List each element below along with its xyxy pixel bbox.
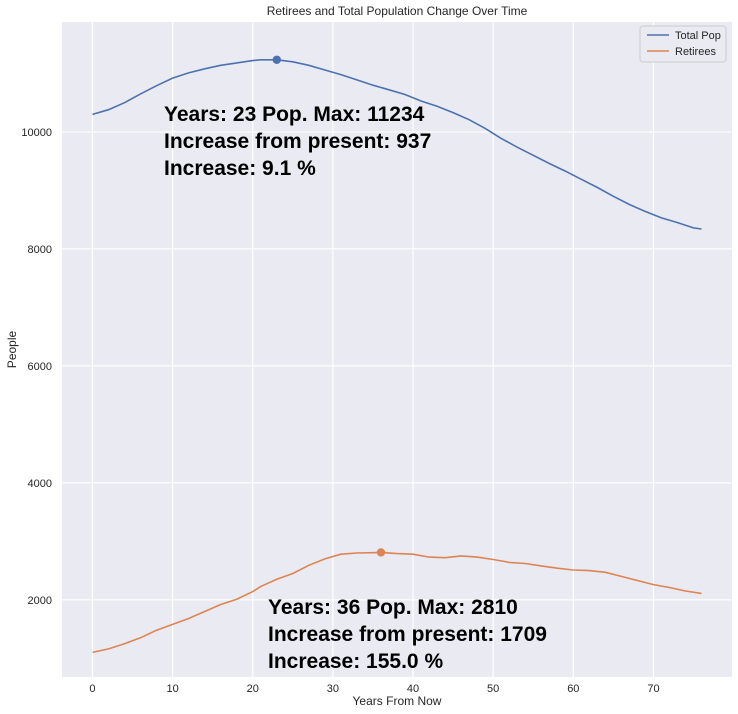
- x-tick-label: 10: [166, 683, 178, 695]
- annotation-line: Years: 23 Pop. Max: 11234: [164, 103, 425, 126]
- annotation-line: Increase from present: 1709: [268, 623, 547, 646]
- legend-label-retirees: Retirees: [675, 46, 716, 58]
- x-tick-label: 20: [247, 683, 259, 695]
- annotation-line: Increase: 9.1 %: [164, 157, 316, 180]
- series-line-total-pop: [92, 59, 702, 230]
- x-tick-label: 50: [487, 683, 499, 695]
- y-tick-label: 2000: [28, 595, 52, 607]
- x-tick-label: 30: [327, 683, 339, 695]
- legend-label-total-pop: Total Pop: [675, 30, 721, 42]
- annotation-total-pop-peak: Years: 23 Pop. Max: 11234 Increase from …: [164, 103, 431, 180]
- y-tick-label: 6000: [28, 361, 52, 373]
- series-line-retirees: [92, 551, 702, 654]
- legend: Total Pop Retirees: [639, 25, 727, 63]
- series-lines: [92, 55, 702, 654]
- axis-ticks: 0 10 20 30 40 50 60 70 2000 4000 6000 8000 10000: [21, 127, 659, 695]
- annotation-line: Increase: 155.0 %: [268, 650, 443, 673]
- chart-title: Retirees and Total Population Change Ove…: [267, 4, 528, 18]
- peak-marker-total-pop: [272, 55, 281, 64]
- x-tick-label: 60: [567, 683, 579, 695]
- grid-lines: [62, 22, 732, 677]
- y-tick-label: 4000: [28, 478, 52, 490]
- x-tick-label: 0: [89, 683, 95, 695]
- y-tick-label: 8000: [28, 244, 52, 256]
- x-tick-label: 40: [407, 683, 419, 695]
- x-tick-label: 70: [647, 683, 659, 695]
- x-axis-label: Years From Now: [353, 694, 442, 708]
- annotation-line: Years: 36 Pop. Max: 2810: [268, 596, 518, 619]
- y-axis-label: People: [5, 330, 19, 368]
- peak-marker-retirees: [376, 548, 386, 557]
- annotation-line: Increase from present: 937: [164, 130, 431, 153]
- plot-area: [62, 22, 732, 677]
- annotation-retirees-peak: Years: 36 Pop. Max: 2810 Increase from p…: [268, 596, 547, 673]
- y-tick-label: 10000: [21, 127, 52, 139]
